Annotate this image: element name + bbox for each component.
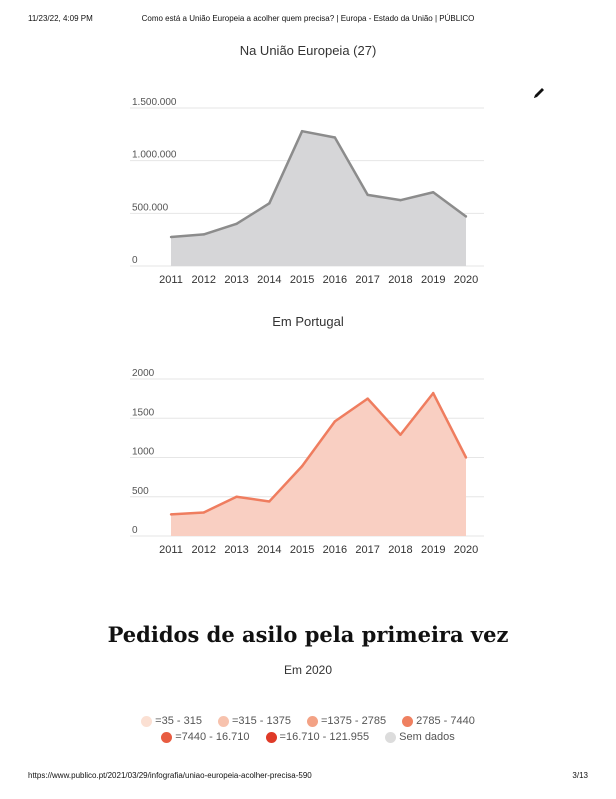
legend-swatch bbox=[161, 731, 173, 743]
data-point bbox=[432, 191, 435, 194]
legend-label: 2785 - 7440 bbox=[416, 715, 475, 727]
data-point bbox=[202, 233, 205, 236]
data-point bbox=[268, 202, 271, 205]
x-tick-label: 2012 bbox=[192, 544, 216, 556]
series-line bbox=[170, 391, 468, 516]
x-tick-label: 2016 bbox=[323, 274, 347, 286]
print-page-number: 3/13 bbox=[572, 771, 588, 780]
data-point bbox=[300, 129, 304, 133]
x-tick-label: 2011 bbox=[159, 544, 183, 556]
x-tick-label: 2018 bbox=[388, 274, 412, 286]
x-tick-label: 2017 bbox=[355, 274, 379, 286]
data-point bbox=[399, 433, 402, 436]
legend-item: =7440 - 16.710 bbox=[161, 731, 250, 743]
legend-label: =35 - 315 bbox=[155, 715, 202, 727]
legend-label: Sem dados bbox=[399, 731, 455, 743]
data-point bbox=[464, 215, 468, 218]
data-point bbox=[333, 136, 337, 139]
legend-swatch bbox=[402, 715, 414, 727]
legend-swatch bbox=[217, 715, 229, 727]
data-point bbox=[235, 222, 238, 226]
x-tick-label: 2011 bbox=[159, 274, 183, 286]
print-url: https://www.publico.pt/2021/03/29/infogr… bbox=[28, 771, 312, 780]
print-page-title: Como está a União Europeia a acolher que… bbox=[141, 14, 475, 23]
x-tick-label: 2016 bbox=[323, 544, 347, 556]
data-point bbox=[464, 456, 468, 459]
y-tick-label: 1500 bbox=[132, 407, 155, 418]
y-tick-label: 1.000.000 bbox=[132, 150, 177, 161]
x-tick-label: 2015 bbox=[290, 544, 314, 556]
legend-label: =315 - 1375 bbox=[231, 715, 291, 727]
x-tick-label: 2013 bbox=[224, 274, 248, 286]
series-line bbox=[170, 129, 467, 239]
x-tick-label: 2019 bbox=[421, 544, 445, 556]
x-tick-label: 2013 bbox=[224, 544, 248, 556]
data-point bbox=[432, 391, 435, 395]
chart-title-eu: Na União Europeia (27) bbox=[239, 43, 377, 58]
x-tick-label: 2014 bbox=[257, 274, 281, 286]
x-tick-label: 2020 bbox=[454, 274, 478, 286]
y-tick-label: 1.500.000 bbox=[132, 97, 177, 108]
print-header: 11/23/22, 4:09 PM Como está a União Euro… bbox=[28, 14, 588, 28]
legend-swatch bbox=[385, 731, 397, 743]
chart-title-portugal: Em Portugal bbox=[272, 314, 344, 329]
legend-swatch bbox=[306, 715, 318, 727]
print-date: 11/23/22, 4:09 PM bbox=[28, 14, 93, 23]
legend-item: =1375 - 2785 bbox=[306, 715, 387, 727]
x-tick-label: 2017 bbox=[355, 544, 379, 556]
data-point bbox=[235, 495, 238, 498]
data-point bbox=[300, 464, 304, 468]
legend-item: 2785 - 7440 bbox=[402, 715, 475, 727]
x-tick-label: 2014 bbox=[257, 544, 281, 556]
legend-label: =1375 - 2785 bbox=[320, 715, 387, 727]
legend-swatch bbox=[265, 731, 277, 743]
legend-item: =35 - 315 bbox=[141, 715, 202, 727]
data-point bbox=[399, 198, 402, 202]
data-point bbox=[169, 235, 173, 239]
y-tick-label: 1000 bbox=[132, 447, 155, 458]
y-tick-label: 0 bbox=[132, 525, 138, 536]
data-point bbox=[366, 193, 369, 197]
data-point bbox=[366, 397, 369, 400]
x-tick-label: 2020 bbox=[454, 544, 478, 556]
x-tick-label: 2015 bbox=[290, 274, 314, 286]
legend-swatch bbox=[141, 715, 153, 727]
map-legend-row-1: =35 - 315 =315 - 1375 =1375 - 2785 2785 … bbox=[0, 715, 616, 727]
series-area bbox=[171, 131, 466, 266]
y-tick-label: 500 bbox=[132, 486, 149, 497]
y-tick-label: 0 bbox=[132, 255, 138, 266]
x-tick-label: 2012 bbox=[192, 274, 216, 286]
legend-label: =16.710 - 121.955 bbox=[279, 731, 370, 743]
series-area bbox=[171, 393, 466, 536]
chart-portugal: 0 500 1000 1500 2000 2011 2012 2013 2014 2015 2016… bbox=[130, 368, 484, 556]
legend-item: =315 - 1375 bbox=[217, 715, 291, 727]
data-point bbox=[202, 511, 205, 514]
y-tick-label: 2000 bbox=[132, 368, 155, 379]
x-tick-label: 2019 bbox=[421, 274, 445, 286]
y-tick-label: 500.000 bbox=[132, 202, 169, 213]
legend-label: =7440 - 16.710 bbox=[175, 731, 250, 743]
map-legend-row-2: =7440 - 16.710 =16.710 - 121.955 Sem dad… bbox=[0, 731, 616, 743]
x-tick-label: 2018 bbox=[388, 544, 412, 556]
legend-item: Sem dados bbox=[385, 731, 455, 743]
data-point bbox=[169, 513, 173, 516]
data-point bbox=[333, 420, 337, 423]
chart-eu: 0 500.000 1.000.000 1.500.000 2011 2012 2013 20… bbox=[130, 97, 484, 286]
pencil-icon[interactable] bbox=[532, 86, 546, 100]
print-footer: https://www.publico.pt/2021/03/29/infogr… bbox=[28, 771, 588, 785]
map-section-heading: Pedidos de asilo pela primeira vez bbox=[107, 622, 509, 647]
map-section-subheading: Em 2020 bbox=[283, 663, 333, 677]
data-point bbox=[268, 500, 271, 503]
legend-item: =16.710 - 121.955 bbox=[265, 731, 370, 743]
